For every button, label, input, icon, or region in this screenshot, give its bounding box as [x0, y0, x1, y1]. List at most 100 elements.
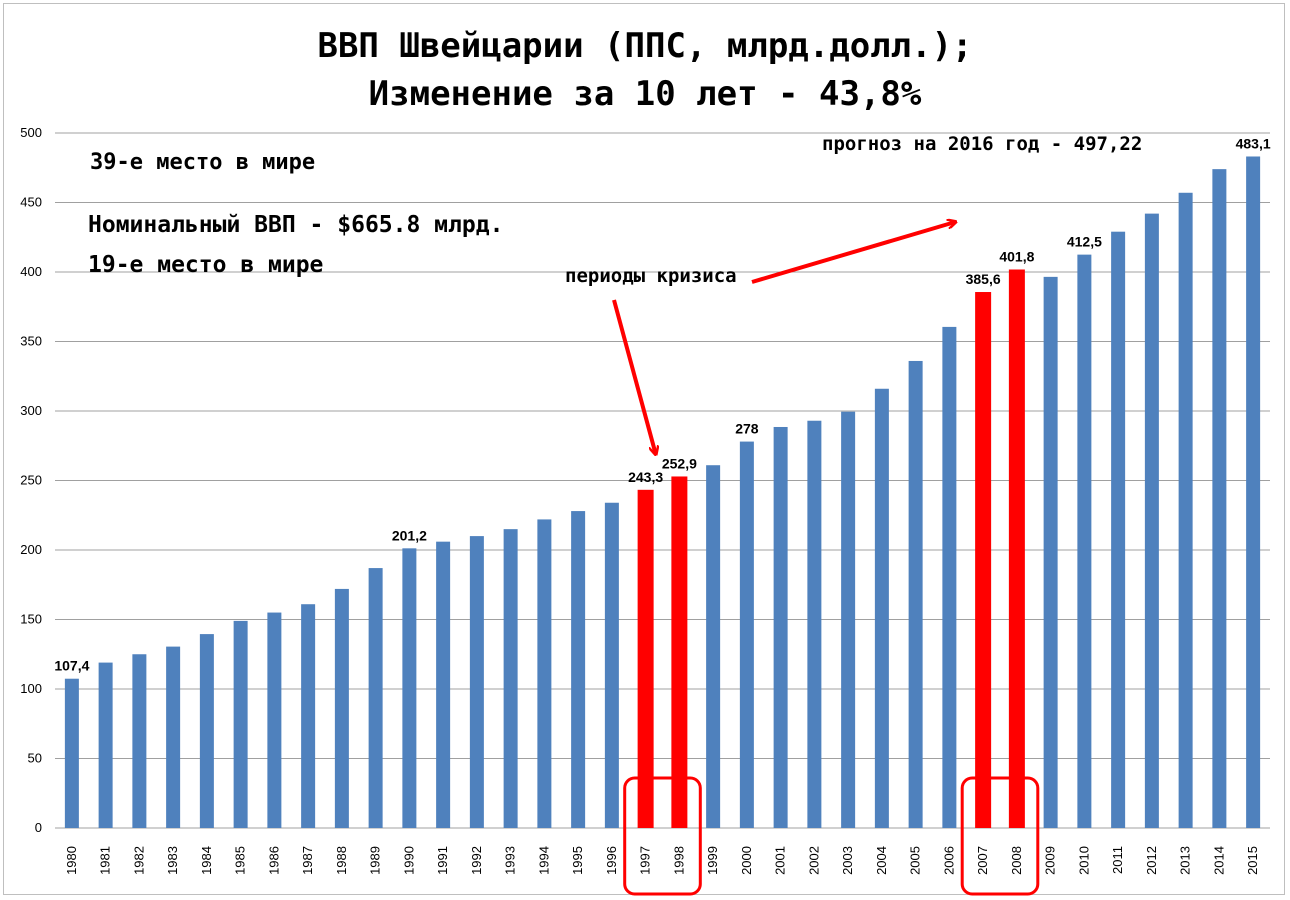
x-tick-label: 1996	[604, 846, 619, 875]
bar-2005	[908, 360, 923, 828]
bar-1987	[301, 604, 316, 828]
crisis-bar-2007	[975, 292, 992, 828]
bar-1995	[571, 511, 586, 828]
x-tick-label: 1981	[98, 846, 113, 875]
y-tick-label: 500	[20, 125, 42, 140]
x-tick-label: 1997	[638, 846, 653, 875]
nominal-gdp-label: Номинальный ВВП - $665.8 млрд.	[88, 212, 504, 238]
data-label-2000: 278	[735, 421, 759, 437]
x-tick-label: 1983	[165, 846, 180, 875]
y-tick-label: 150	[20, 612, 42, 627]
y-axis-ticks: 0 50 100 150 200 250 300 350 400 450 500	[20, 125, 42, 835]
x-tick-label: 2005	[908, 846, 923, 875]
x-tick-label: 2001	[773, 846, 788, 875]
bar-1982	[132, 654, 147, 828]
forecast-label: прогноз на 2016 год - 497,22	[822, 133, 1142, 155]
x-tick-label: 2003	[840, 846, 855, 875]
crisis-box-2007-2008	[960, 776, 1040, 896]
x-tick-label: 2008	[1009, 846, 1024, 875]
bar-2010	[1077, 254, 1092, 828]
x-tick-label: 1994	[536, 846, 551, 875]
x-tick-label: 1980	[64, 846, 79, 875]
x-tick-label: 2006	[941, 846, 956, 875]
bar-1983	[166, 646, 181, 828]
x-tick-label: 2000	[739, 846, 754, 875]
ppp-rank-label: 39-е место в мире	[90, 150, 316, 175]
x-tick-label: 1985	[233, 846, 248, 875]
bar-1986	[267, 612, 282, 828]
y-tick-label: 300	[20, 403, 42, 418]
x-tick-label: 1986	[266, 846, 281, 875]
bar-1992	[469, 536, 484, 828]
bar-2004	[874, 388, 889, 828]
y-tick-label: 450	[20, 195, 42, 210]
bar-2014	[1212, 169, 1227, 828]
chart-title: ВВП Швейцарии (ППС, млрд.долл.); Изменен…	[0, 22, 1290, 118]
x-axis-ticks: 1980 1981 1982 1983 1984 1985 1986 1987 1988 1989…	[64, 846, 1260, 875]
x-tick-label: 1999	[705, 846, 720, 875]
bar-1994	[537, 519, 552, 828]
x-tick-label: 2015	[1245, 846, 1260, 875]
bar-2003	[841, 411, 856, 828]
x-tick-label: 1998	[671, 846, 686, 875]
data-label-1980: 107,4	[54, 658, 89, 674]
bar-1984	[199, 634, 214, 828]
crisis-periods-label: периоды кризиса	[565, 265, 737, 287]
x-tick-label: 1990	[401, 846, 416, 875]
bar-1990	[402, 548, 417, 828]
y-tick-label: 0	[35, 820, 42, 835]
x-tick-label: 1992	[469, 846, 484, 875]
data-label-1997: 243,3	[628, 469, 663, 485]
y-tick-label: 400	[20, 264, 42, 279]
x-tick-label: 2010	[1076, 846, 1091, 875]
x-tick-label: 2009	[1043, 846, 1058, 875]
bar-2012	[1144, 213, 1159, 828]
x-tick-label: 2002	[806, 846, 821, 875]
bar-2009	[1043, 276, 1058, 828]
gridlines	[55, 132, 1270, 829]
x-tick-label: 2014	[1211, 846, 1226, 875]
data-label-2007: 385,6	[966, 271, 1001, 287]
x-tick-label: 1982	[131, 846, 146, 875]
crisis-bar-1998	[671, 476, 688, 828]
bar-2006	[942, 326, 957, 828]
x-tick-label: 2011	[1110, 846, 1125, 874]
x-tick-label: 2012	[1144, 846, 1159, 875]
data-label-2010: 412,5	[1067, 234, 1102, 250]
x-tick-label: 2007	[975, 846, 990, 875]
arrow-to-2007	[751, 222, 955, 284]
x-tick-label: 1991	[435, 846, 450, 875]
x-tick-label: 1987	[300, 846, 315, 875]
y-tick-label: 200	[20, 542, 42, 557]
chart-title-line-2: Изменение за 10 лет - 43,8%	[368, 74, 922, 114]
bar-2002	[807, 420, 822, 828]
bar-1999	[706, 465, 721, 828]
data-label-1998: 252,9	[662, 455, 697, 471]
bar-1981	[98, 662, 113, 828]
y-tick-label: 100	[20, 681, 42, 696]
crisis-bar-2008	[1008, 269, 1025, 828]
bar-1980	[64, 678, 79, 828]
crisis-bar-1997	[637, 489, 654, 828]
data-label-2015: 483,1	[1236, 135, 1271, 151]
bar-1988	[334, 588, 349, 828]
y-tick-label: 50	[28, 751, 42, 766]
bars	[64, 156, 1261, 829]
bar-1985	[233, 620, 248, 828]
chart-title-line-1: ВВП Швейцарии (ППС, млрд.долл.);	[317, 26, 973, 66]
x-tick-label: 1988	[334, 846, 349, 875]
bar-1996	[604, 502, 619, 828]
crisis-box-1997-1998	[623, 776, 702, 896]
bar-2013	[1178, 192, 1193, 828]
x-tick-label: 1984	[199, 846, 214, 875]
x-tick-label: 2013	[1178, 846, 1193, 875]
x-tick-label: 1995	[570, 846, 585, 875]
y-tick-label: 250	[20, 473, 42, 488]
bar-1989	[368, 568, 383, 828]
bar-2015	[1246, 156, 1261, 829]
arrow-to-1997	[612, 299, 656, 454]
bar-2001	[773, 426, 788, 828]
data-label-2008: 401,8	[999, 248, 1034, 264]
